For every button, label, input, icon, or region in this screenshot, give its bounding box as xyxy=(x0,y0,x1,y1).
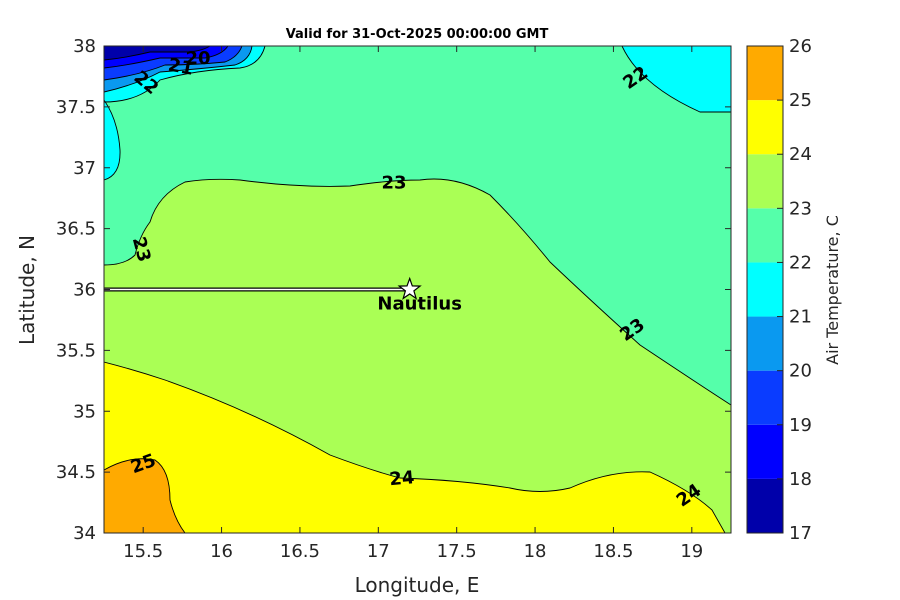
contour-label: 23 xyxy=(381,172,406,193)
colorbar-tick-label: 23 xyxy=(789,198,812,219)
contour-label: 20 xyxy=(186,48,211,69)
colorbar-tick-label: 26 xyxy=(789,36,812,57)
y-tick-label: 38 xyxy=(73,36,96,57)
x-tick-label: 16.5 xyxy=(280,541,320,562)
colorbar-frame xyxy=(746,45,784,534)
y-axis-ticks: 34 34.5 35 35.5 36 36.5 37 37.5 38 xyxy=(56,36,731,544)
contour-line-22-west xyxy=(104,99,121,181)
contour-label: 24 xyxy=(388,467,415,490)
colorbar-segment xyxy=(747,316,783,371)
band-21-22-west xyxy=(104,100,121,180)
colorbar-tick-label: 18 xyxy=(789,469,812,490)
x-axis-label: Longitude, E xyxy=(355,573,480,597)
contour-line-20 xyxy=(104,46,243,81)
x-tick-label: 17 xyxy=(367,541,390,562)
star-marker-icon xyxy=(397,276,422,300)
band-21-22-northeast xyxy=(622,46,731,112)
x-tick-label: 15.5 xyxy=(123,541,163,562)
colorbar-tick-label: 22 xyxy=(789,252,812,273)
y-tick-label: 37.5 xyxy=(56,97,96,118)
contour-label: 21 xyxy=(167,55,195,80)
y-tick-label: 37 xyxy=(73,158,96,179)
x-tick-label: 17.5 xyxy=(437,541,477,562)
x-tick-label: 18 xyxy=(524,541,547,562)
contour-lines xyxy=(104,46,731,533)
y-tick-label: 35 xyxy=(73,401,96,422)
contour-line-22-east xyxy=(621,46,731,113)
colorbar-label: Air Temperature, C xyxy=(823,215,842,365)
contour-line-23 xyxy=(104,178,731,406)
band-25-26 xyxy=(104,458,185,533)
contour-line-18 xyxy=(104,46,211,61)
contour-line-25 xyxy=(104,458,186,533)
contour-line-24 xyxy=(104,361,726,533)
colorbar-tick-label: 19 xyxy=(789,415,812,436)
colorbar: 17 18 19 20 21 22 23 24 25 26 xyxy=(746,36,812,544)
y-axis-label: Latitude, N xyxy=(15,235,39,345)
y-tick-label: 36.5 xyxy=(56,219,96,240)
y-tick-label: 36 xyxy=(73,280,96,301)
colorbar-tick-label: 25 xyxy=(789,90,812,111)
x-tick-label: 19 xyxy=(680,541,703,562)
colorbar-segment xyxy=(747,424,783,479)
chart-title: Valid for 31-Oct-2025 00:00:00 GMT xyxy=(286,27,549,42)
band-17-18 xyxy=(104,46,210,60)
colorbar-segment xyxy=(747,46,783,101)
colorbar-tick-label: 20 xyxy=(789,361,812,382)
y-tick-label: 34 xyxy=(73,523,96,544)
y-tick-label: 34.5 xyxy=(56,462,96,483)
colorbar-segment xyxy=(747,262,783,317)
marker-label: Nautilus xyxy=(377,294,462,315)
x-axis-ticks: 15.5 16 16.5 17 17.5 18 18.5 19 xyxy=(123,46,703,562)
x-tick-label: 18.5 xyxy=(593,541,633,562)
colorbar-segment xyxy=(747,100,783,155)
contour-label-text: 21 xyxy=(167,55,195,80)
contour-fills xyxy=(104,46,731,533)
colorbar-segment xyxy=(747,370,783,425)
contour-label-text: 24 xyxy=(388,467,415,490)
colorbar-tick-label: 21 xyxy=(789,307,812,328)
x-tick-label: 16 xyxy=(210,541,233,562)
contour-line-21 xyxy=(104,46,253,93)
colorbar-tick-label: 17 xyxy=(789,523,812,544)
contour-label-text: 23 xyxy=(381,172,406,193)
y-tick-label: 35.5 xyxy=(56,340,96,361)
colorbar-tick-label: 24 xyxy=(789,144,812,165)
band-24-25 xyxy=(104,362,725,533)
contour-label-text: 20 xyxy=(186,48,211,69)
contour-line-22-north xyxy=(104,46,266,103)
colorbar-segment xyxy=(747,478,783,533)
contour-line-19 xyxy=(104,46,229,69)
colorbar-segment xyxy=(747,154,783,209)
colorbar-segment xyxy=(747,208,783,263)
